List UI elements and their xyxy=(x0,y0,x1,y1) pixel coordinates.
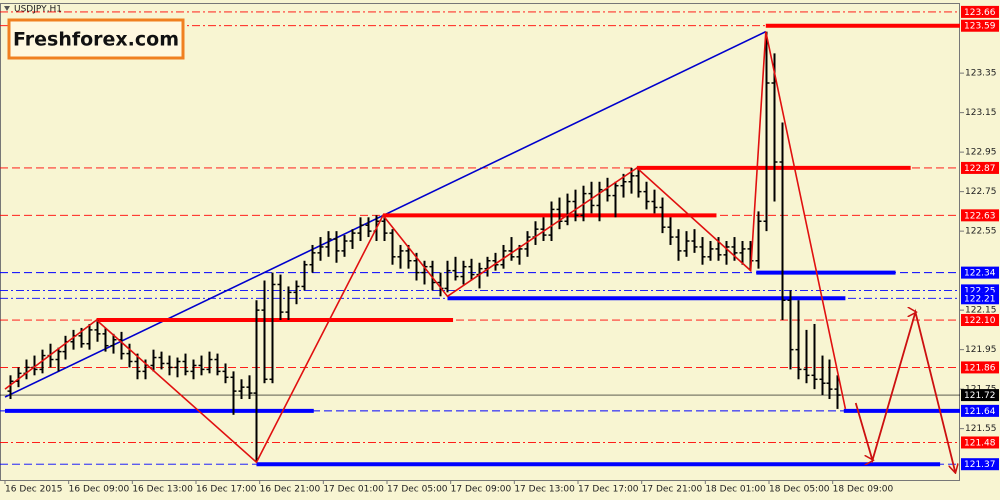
level-label: 122.87 xyxy=(964,164,996,174)
level-box xyxy=(961,404,999,417)
y-tick-label: 122.15 xyxy=(965,306,997,316)
x-tick-label: 16 Dec 17:00 xyxy=(196,485,257,495)
level-box xyxy=(961,209,999,222)
y-tick-label: 122.95 xyxy=(965,148,997,158)
y-tick-label: 123.15 xyxy=(965,108,997,118)
x-tick-label: 16 Dec 21:00 xyxy=(260,485,321,495)
x-tick-label: 17 Dec 01:00 xyxy=(323,485,384,495)
level-label: 122.21 xyxy=(964,294,996,304)
level-label: 121.64 xyxy=(964,407,996,417)
level-box xyxy=(961,161,999,174)
y-tick-label: 121.95 xyxy=(965,345,997,355)
level-label: 121.72 xyxy=(964,391,996,401)
level-box xyxy=(961,19,999,32)
x-tick-label: 17 Dec 09:00 xyxy=(451,485,512,495)
level-box xyxy=(961,436,999,449)
level-label: 123.59 xyxy=(964,22,996,32)
level-label: 123.66 xyxy=(964,8,996,18)
logo-box xyxy=(7,18,185,60)
level-box xyxy=(961,458,999,471)
level-box xyxy=(961,292,999,305)
x-tick-label: 17 Dec 13:00 xyxy=(514,485,575,495)
level-label: 121.86 xyxy=(964,363,996,373)
x-tick-label: 16 Dec 09:00 xyxy=(69,485,130,495)
x-tick-label: 16 Dec 2015 xyxy=(5,485,63,495)
level-box xyxy=(961,5,999,18)
logo: Freshforex.com xyxy=(13,29,179,51)
x-tick-label: 18 Dec 09:00 xyxy=(833,485,894,495)
level-box xyxy=(961,266,999,279)
x-tick-label: 17 Dec 17:00 xyxy=(578,485,639,495)
x-tick-label: 17 Dec 05:00 xyxy=(387,485,448,495)
level-label: 122.10 xyxy=(964,316,996,326)
chart-title: USDJPY,H1 xyxy=(14,5,62,15)
x-tick-label: 18 Dec 05:00 xyxy=(769,485,830,495)
level-label: 121.48 xyxy=(964,438,996,448)
zigzag xyxy=(4,31,847,464)
level-label: 122.63 xyxy=(964,211,996,221)
y-tick-label: 122.55 xyxy=(965,227,997,237)
x-tick-label: 16 Dec 13:00 xyxy=(132,485,193,495)
y-tick-label: 123.35 xyxy=(965,69,997,79)
level-label: 122.34 xyxy=(964,269,996,279)
y-tick-label: 122.75 xyxy=(965,187,997,197)
level-label: 122.25 xyxy=(964,286,996,296)
plot-frame xyxy=(0,3,960,481)
x-tick-label: 17 Dec 21:00 xyxy=(642,485,703,495)
symbol-icon xyxy=(4,6,10,11)
projection xyxy=(854,312,955,472)
y-tick-label: 121.55 xyxy=(965,424,997,434)
level-box xyxy=(961,389,999,402)
level-box xyxy=(961,361,999,374)
level-label: 121.37 xyxy=(964,460,996,470)
x-tick-label: 18 Dec 01:00 xyxy=(705,485,766,495)
level-box xyxy=(961,314,999,327)
